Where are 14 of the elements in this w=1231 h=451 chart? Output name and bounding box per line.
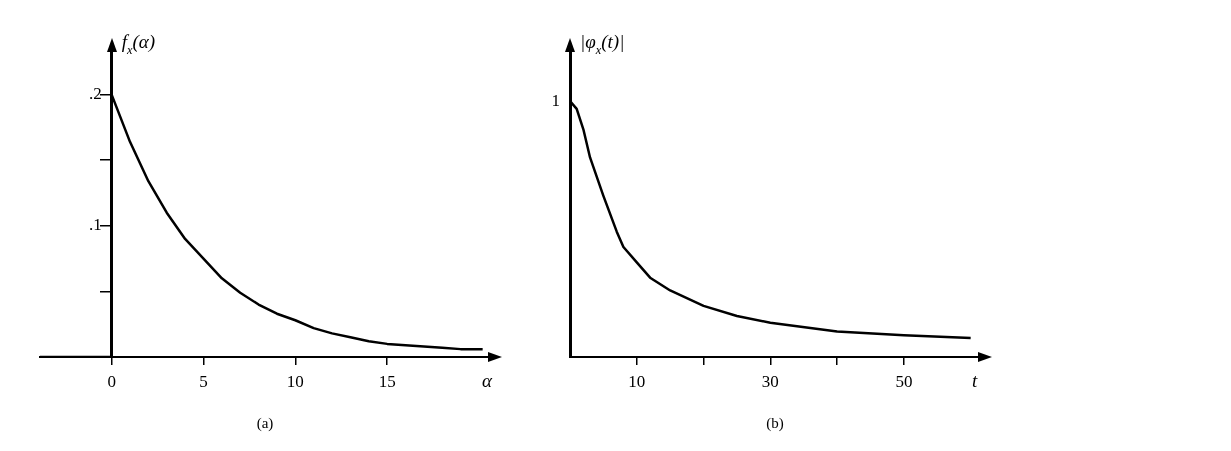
x-axis-title: α	[482, 370, 493, 391]
x-tick-label: 5	[199, 371, 208, 391]
x-axis-title: t	[972, 370, 978, 391]
x-tick-label: 50	[895, 371, 913, 391]
x-tick-label: 10	[628, 371, 646, 391]
text: (a)	[256, 414, 274, 432]
x-tick-label: 10	[286, 371, 304, 391]
x-tick-label: 30	[761, 371, 779, 391]
x-tick-label: 15	[378, 371, 396, 391]
y-tick-label: .2	[88, 84, 102, 104]
annotation: 1	[551, 90, 560, 110]
text: (b)	[766, 414, 784, 432]
y-tick-label: .1	[88, 215, 102, 235]
x-tick-label: 0	[107, 371, 116, 391]
